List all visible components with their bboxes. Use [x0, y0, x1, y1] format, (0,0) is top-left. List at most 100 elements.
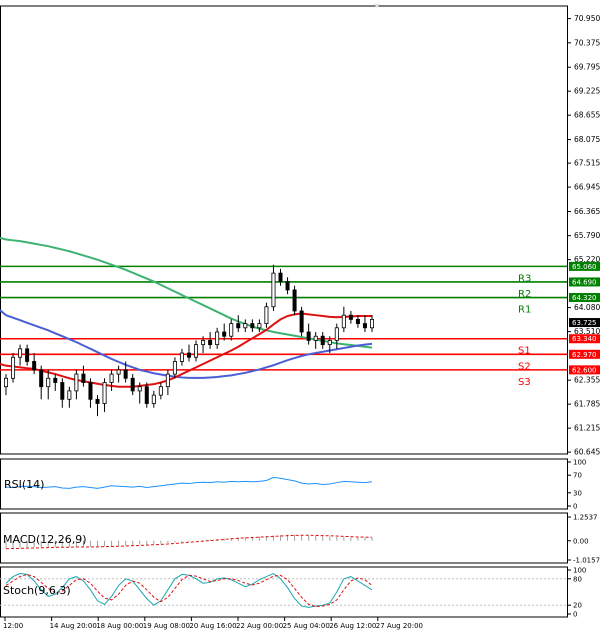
pivot-box-r2	[569, 277, 600, 287]
price-tick-label: 63.510	[574, 327, 600, 336]
pivot-name-r1: R1	[518, 305, 531, 316]
pivot-name-s1: S1	[518, 346, 531, 357]
time-tick-label: 20 Aug 16:00	[189, 622, 236, 630]
pivot-name-s2: S2	[518, 361, 531, 372]
candle-body	[243, 323, 248, 329]
candle-body	[264, 306, 269, 324]
price-tick-label: 62.355	[574, 376, 600, 385]
candle-body	[144, 386, 149, 404]
candle-body	[74, 373, 79, 392]
candle-body	[194, 344, 199, 358]
candle-body	[369, 318, 374, 329]
price-tick-label: 68.655	[574, 111, 600, 120]
pivot-levels	[0, 265, 567, 371]
indicator-tick-label: 0	[573, 503, 577, 511]
pivot-name-s3: S3	[518, 377, 531, 388]
candle-body	[18, 348, 23, 358]
price-tick-label: 66.945	[574, 183, 600, 192]
candle-body	[348, 314, 353, 320]
time-tick-label: 14 Aug 20:00	[50, 622, 97, 630]
indicator-tick-label: 30	[573, 489, 582, 497]
indicator-tick-label: 1.2537	[573, 514, 598, 522]
indicator-tick-label: 100	[573, 459, 586, 467]
price-tick-label: 67.515	[574, 159, 600, 168]
candle-body	[172, 361, 177, 375]
time-tick-label: 19 Aug 08:00	[143, 622, 190, 630]
candle-body	[334, 327, 339, 341]
macd-label: MACD(12,26,9)	[3, 533, 87, 546]
indicator-tick-label: 0	[573, 611, 577, 619]
candle-body	[278, 272, 283, 282]
candle-body	[320, 335, 325, 346]
price-tick-label: 60.645	[574, 448, 600, 457]
pivot-name-r2: R2	[518, 289, 531, 300]
candle-body	[201, 340, 206, 346]
candle-body	[11, 356, 16, 379]
indicator-tick-label: 70	[573, 472, 582, 480]
candle-body	[208, 340, 213, 346]
time-tick-label: 12:00	[3, 622, 23, 630]
candle-body	[285, 281, 290, 291]
indicator-tick-label: -1.0157	[573, 557, 600, 565]
candle-body	[341, 314, 346, 329]
time-axis: 12:00 14 Aug 20:00 18 Aug 00:00 19 Aug 08:0…	[3, 617, 423, 630]
pivot-value-s1: 63.340	[572, 335, 597, 343]
candle-body	[88, 382, 93, 400]
candle-body	[179, 352, 184, 362]
time-tick-label: 25 Aug 04:00	[283, 622, 330, 630]
time-tick-label: 18 Aug 00:00	[96, 622, 143, 630]
candle-body	[299, 310, 304, 333]
candle-body	[158, 386, 163, 396]
stoch-d-line	[5, 573, 373, 608]
rsi-plot	[5, 476, 373, 489]
price-tick-label: 61.215	[574, 424, 600, 433]
pivot-value-s3: 62.600	[572, 366, 597, 374]
candle-body	[186, 352, 191, 358]
stoch-panel	[0, 566, 568, 618]
current-price-tag: 63.725	[569, 318, 600, 328]
candle-body	[215, 331, 220, 346]
price-tick-label: 69.225	[574, 87, 600, 96]
stoch-label: Stoch(9,6,3)	[3, 584, 71, 597]
pivot-level-labels: 65.060 R3 64.690 R2 64.320 R1 63.340 S1 62.970 S2…	[518, 261, 600, 388]
candle-body	[165, 373, 170, 388]
candle-body	[362, 323, 367, 329]
macd-signal-line	[5, 534, 373, 550]
candle-body	[116, 369, 121, 375]
stoch-plot	[0, 572, 567, 608]
rsi-panel	[0, 458, 568, 510]
candle-body	[81, 373, 86, 383]
price-tick-label: 65.220	[574, 255, 600, 264]
price-tick-label: 70.950	[574, 14, 600, 23]
indicator-tick-label: 100	[573, 567, 586, 575]
pivot-box-s3	[569, 365, 600, 375]
macd-panel	[0, 512, 568, 564]
candle-body	[102, 382, 107, 404]
price-tick-label: 64.080	[574, 303, 600, 312]
candle-body	[130, 377, 135, 392]
rsi-label: RSI(14)	[4, 478, 44, 491]
price-tick-label: 66.365	[574, 207, 600, 216]
pivot-value-r1: 64.320	[572, 294, 597, 302]
ma-red-line	[0, 312, 372, 388]
candle-body	[229, 323, 234, 337]
candle-body	[313, 335, 318, 341]
candle-body	[60, 382, 65, 400]
price-tick-label: 61.785	[574, 400, 600, 409]
pivot-value-r2: 64.690	[572, 278, 597, 286]
indicator-tick-label: 0.00	[573, 537, 589, 545]
candle-body	[109, 373, 114, 383]
price-plot	[0, 236, 374, 417]
price-tick-label: 68.075	[574, 135, 600, 144]
price-tick-label: 69.795	[574, 63, 600, 72]
chart-shift-marker[interactable]	[374, 4, 380, 8]
candle-body	[137, 386, 142, 392]
candle-body	[4, 377, 9, 388]
candle-body	[151, 394, 156, 404]
candle-body	[250, 323, 255, 329]
price-tick-label: 70.375	[574, 38, 600, 47]
candle-body	[236, 323, 241, 329]
candle-body	[39, 369, 44, 388]
candle-body	[327, 340, 332, 346]
